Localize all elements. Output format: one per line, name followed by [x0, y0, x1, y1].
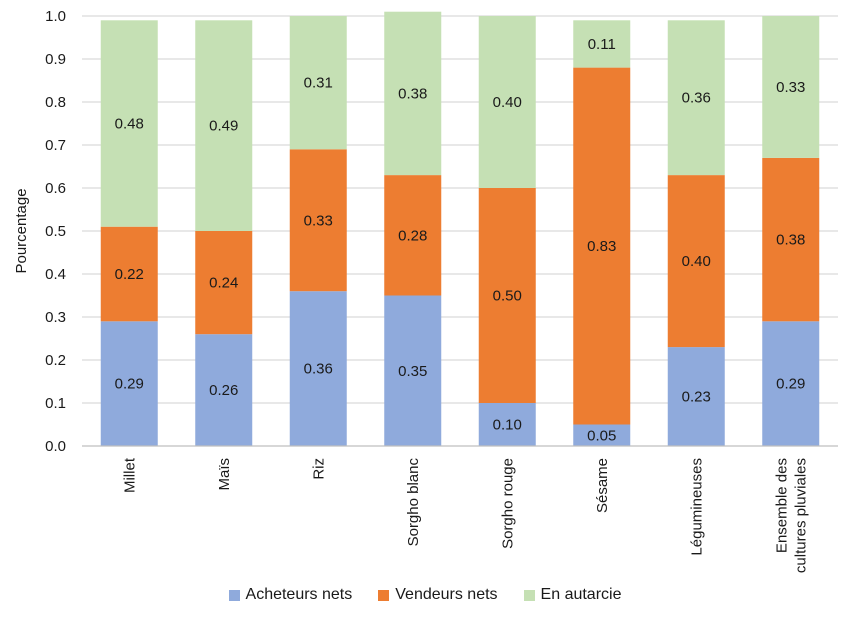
bar-segment-en-autarcie — [573, 20, 631, 68]
bar-segment-en-autarcie — [762, 16, 820, 158]
category-label: Sorgho blanc — [405, 458, 422, 547]
data-label: 0.29 — [776, 376, 805, 393]
bar-segment-en-autarcie — [100, 20, 158, 227]
bar-segment-vendeurs-nets — [573, 67, 631, 425]
data-label: 0.38 — [776, 232, 805, 249]
bar-segment-vendeurs-nets — [667, 175, 725, 348]
bar-segment-vendeurs-nets — [384, 175, 442, 296]
y-tick-label: 0.1 — [45, 395, 66, 412]
y-axis-ticks: 0.0 0.1 0.2 0.3 0.4 0.5 0.6 0.7 0.8 0.9 1.0 — [45, 8, 66, 455]
bar-segment-acheteurs-nets — [573, 424, 631, 446]
y-tick-label: 0.5 — [45, 223, 66, 240]
bars — [100, 11, 820, 446]
bar-segment-en-autarcie — [195, 20, 253, 231]
y-tick-label: 1.0 — [45, 8, 66, 25]
bar-segment-vendeurs-nets — [195, 231, 253, 335]
legend-swatch-acheteurs-nets — [228, 589, 240, 601]
data-label: 0.35 — [398, 363, 427, 380]
legend-item-acheteurs-nets: Acheteurs nets — [228, 586, 353, 604]
data-label: 0.29 — [115, 376, 144, 393]
data-label: 0.49 — [209, 118, 238, 135]
legend-swatch-vendeurs-nets — [378, 589, 390, 601]
legend-swatch-en-autarcie — [523, 589, 535, 601]
category-label: Maïs — [216, 458, 233, 491]
category-label-line: Maïs — [216, 458, 233, 491]
y-tick-label: 0.8 — [45, 94, 66, 111]
data-label: 0.48 — [115, 116, 144, 133]
legend-label: Vendeurs nets — [395, 586, 498, 603]
y-tick-label: 0.7 — [45, 137, 66, 154]
data-label: 0.31 — [304, 75, 333, 92]
y-tick-label: 0.2 — [45, 352, 66, 369]
bar-segment-vendeurs-nets — [762, 157, 820, 322]
data-label: 0.50 — [493, 288, 522, 305]
category-label: Ensemble des cultures pluviales — [773, 458, 809, 573]
bar-segment-en-autarcie — [667, 20, 725, 176]
data-label: 0.22 — [115, 266, 144, 283]
bar-segment-en-autarcie — [384, 11, 442, 176]
bar-segment-vendeurs-nets — [478, 188, 536, 403]
data-label: 0.23 — [682, 389, 711, 406]
legend-item-en-autarcie: En autarcie — [523, 586, 622, 604]
y-tick-label: 0.0 — [45, 438, 66, 455]
data-label: 0.28 — [398, 227, 427, 244]
data-label: 0.40 — [493, 94, 522, 111]
bar-segment-acheteurs-nets — [289, 291, 347, 446]
data-label: 0.83 — [587, 238, 616, 255]
bar-segment-vendeurs-nets — [100, 226, 158, 322]
data-label: 0.05 — [587, 427, 616, 444]
category-label: Millet — [121, 457, 138, 493]
category-label-line: cultures pluviales — [792, 458, 809, 573]
data-label: 0.33 — [304, 212, 333, 229]
y-tick-label: 0.3 — [45, 309, 66, 326]
category-label: Légumineuses — [688, 458, 705, 556]
data-label: 0.26 — [209, 382, 238, 399]
category-label-line: Sorgho blanc — [405, 458, 422, 547]
bar-segment-vendeurs-nets — [289, 149, 347, 292]
bar-segment-acheteurs-nets — [762, 321, 820, 446]
category-label-line: Sésame — [594, 458, 611, 513]
data-label: 0.38 — [398, 85, 427, 102]
data-label: 0.24 — [209, 275, 238, 292]
bar-segment-acheteurs-nets — [384, 295, 442, 446]
category-label: Sorgho rouge — [499, 458, 516, 549]
bar-segment-acheteurs-nets — [667, 347, 725, 446]
category-label-line: Sorgho rouge — [499, 458, 516, 549]
data-label: 0.33 — [776, 79, 805, 96]
bar-segment-acheteurs-nets — [100, 321, 158, 446]
data-label: 0.11 — [588, 36, 616, 53]
category-label-line: Ensemble des — [773, 458, 790, 553]
category-label-line: Riz — [310, 458, 327, 480]
data-label: 0.36 — [304, 361, 333, 378]
bar-segment-en-autarcie — [478, 16, 536, 188]
data-label: 0.40 — [682, 253, 711, 270]
data-label: 0.36 — [682, 90, 711, 107]
legend-item-vendeurs-nets: Vendeurs nets — [378, 586, 498, 604]
category-label-line: Légumineuses — [688, 458, 705, 556]
y-tick-label: 0.6 — [45, 180, 66, 197]
legend-label: En autarcie — [540, 586, 622, 603]
category-label-line: Millet — [121, 457, 138, 493]
x-axis-category-labels: Millet Maïs Riz Sorgho blanc Sorgho rouge Sés… — [121, 457, 809, 573]
data-label: 0.10 — [493, 417, 522, 434]
category-label: Sésame — [594, 458, 611, 513]
legend: Acheteurs nets Vendeurs nets En autarcie — [0, 586, 850, 604]
y-tick-label: 0.9 — [45, 51, 66, 68]
bar-segment-acheteurs-nets — [478, 403, 536, 446]
legend-label: Acheteurs nets — [245, 586, 353, 603]
data-labels: 0.29 0.22 0.48 0.26 0.24 0.49 0.36 0.33 0.31 0.35… — [115, 36, 806, 444]
category-label: Riz — [310, 458, 327, 480]
y-axis-label: Pourcentage — [13, 188, 30, 273]
bar-segment-en-autarcie — [289, 16, 347, 150]
bar-segment-acheteurs-nets — [195, 334, 253, 446]
y-tick-label: 0.4 — [45, 266, 66, 283]
